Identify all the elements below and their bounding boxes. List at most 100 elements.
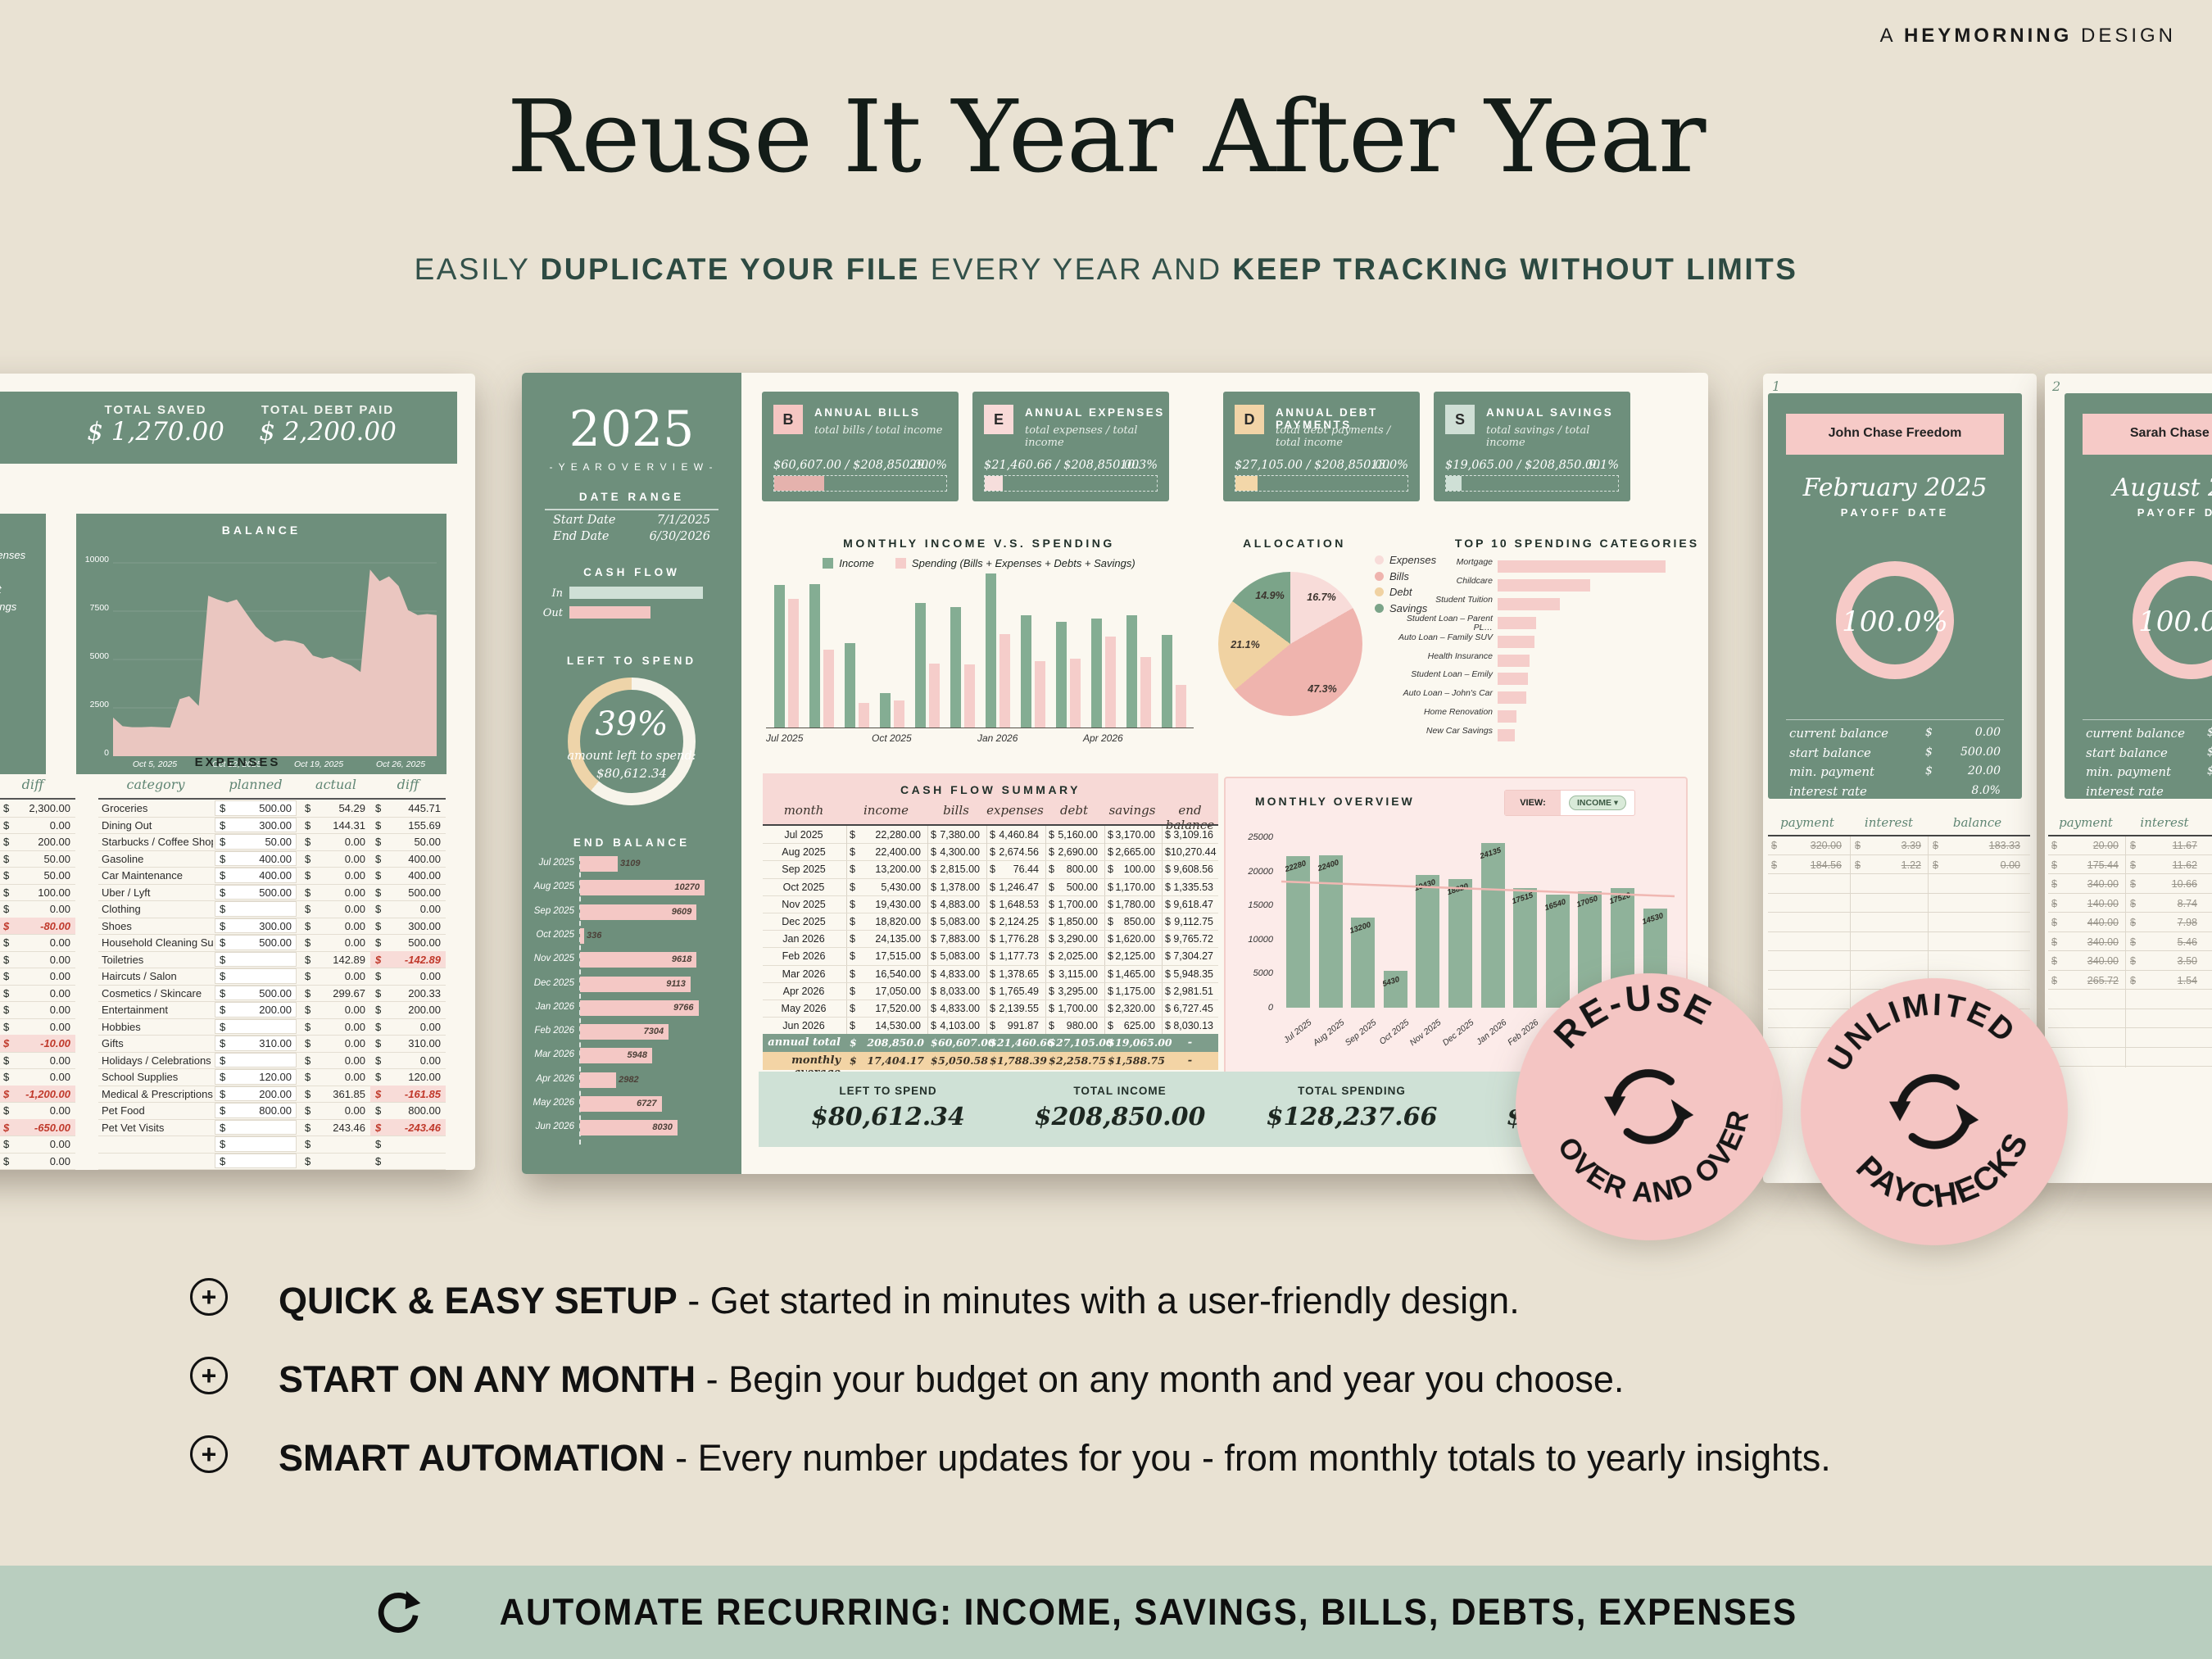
expense-row-line <box>98 950 446 952</box>
debt-stat-value: 0.00 <box>1974 726 2001 739</box>
expense-partial-currency: $ <box>3 1087 10 1100</box>
cfs-month: Sep 2025 <box>782 863 826 876</box>
balance-x-tick: Oct 5, 2025 <box>132 759 178 769</box>
expense-category: Shoes <box>102 919 132 932</box>
cfs-currency: $ <box>990 916 995 927</box>
cfs-annual-total-row: annual total $208,850.0 $60,607.00 $21,460.… <box>763 1034 1218 1052</box>
cfs-currency: $ <box>1165 916 1171 927</box>
card-progress-fill <box>1446 476 1462 491</box>
cfs-cell: $1,335.53 <box>1165 882 1213 893</box>
expense-actual-currency: $ <box>305 986 311 999</box>
cfs-row-line <box>763 895 1218 896</box>
expenses-header-rule <box>98 798 446 800</box>
ivs-spending-bar <box>1035 660 1045 728</box>
expense-row-line <box>0 900 75 901</box>
cfs-value: 2,125.00 <box>1115 950 1155 963</box>
debt-card-index: 1 <box>1772 378 1781 394</box>
cfs-cell: $2,124.25 <box>990 916 1039 927</box>
ivs-x-tick: Apr 2026 <box>1083 732 1123 744</box>
expense-row-line <box>98 1001 446 1002</box>
cfs-currency: $ <box>931 829 936 841</box>
top-category-label: Student Tuition <box>1435 594 1493 605</box>
expense-diff: 500.00 <box>408 886 441 899</box>
cfs-currency: $ <box>1108 846 1113 859</box>
expense-actual-currency: $ <box>305 903 311 915</box>
cfs-cell: $3,295.00 <box>1049 986 1098 997</box>
cfs-header-debt: debt <box>1059 803 1089 818</box>
expense-category: Clothing <box>102 903 141 915</box>
expense-diff-currency: $ <box>375 852 382 865</box>
annual-card-s: S ANNUAL SAVINGS total savings / total inc… <box>1434 392 1630 501</box>
legend-expenses: Expenses <box>0 549 26 561</box>
monthly-overview-title: MONTHLY OVERVIEW <box>1255 795 1415 808</box>
expense-diff-currency: $ <box>375 936 382 949</box>
cfs-cell: $2,125.00 <box>1108 950 1155 962</box>
debt-table-col-line <box>2125 952 2126 972</box>
cfs-cell: $4,300.00 <box>931 846 980 858</box>
cfs-currency: $ <box>931 898 936 910</box>
end-balance-month-label: Mar 2026 <box>534 1049 574 1060</box>
debt-table-value: 8.74 <box>2177 897 2197 909</box>
expense-diff-currency: $ <box>375 1020 382 1033</box>
expense-actual-currency: $ <box>305 1104 311 1117</box>
expense-partial-diff: 200.00 <box>38 836 70 848</box>
expense-row-line <box>0 950 75 952</box>
expense-diff: 200.33 <box>408 986 441 999</box>
overview-bar <box>1545 895 1570 1008</box>
feature-item: QUICK & EASY SETUP - Get started in minu… <box>279 1280 2122 1322</box>
expense-diff-currency: $ <box>375 970 382 982</box>
overview-bar <box>1480 843 1505 1008</box>
balance-y-tick: 5000 <box>89 651 109 661</box>
expense-actual-currency: $ <box>305 1071 311 1083</box>
expense-diff-currency: $ <box>375 1004 382 1016</box>
expense-planned: 120.00 <box>259 1071 292 1083</box>
ivs-income-bar <box>950 607 961 728</box>
debt-card-payoff-month: February 2025 <box>1802 474 1988 502</box>
expense-row-line <box>98 1169 446 1170</box>
left-legend-items: Expenses Bills Debt Savings <box>0 546 25 615</box>
annual-card-b: B ANNUAL BILLS total bills / total income $… <box>762 392 959 501</box>
expenses-title: EXPENSES <box>194 755 281 769</box>
debt-table-row-line <box>1768 931 2030 932</box>
cfs-cell: $4,460.84 <box>990 829 1039 841</box>
feature-text: - Get started in minutes with a user-fri… <box>677 1280 1520 1321</box>
ivs-income-bar <box>1091 619 1102 728</box>
expense-diff: -142.89 <box>404 953 441 966</box>
cfs-currency: $ <box>1049 1020 1054 1032</box>
expense-row-line <box>0 816 75 818</box>
left-to-spend-title: LEFT TO SPEND <box>566 655 697 667</box>
cfs-currency: $ <box>1049 916 1054 927</box>
cfs-value: 991.87 <box>1007 1020 1039 1032</box>
debt-stat-currency: $ <box>1925 745 1933 759</box>
expense-partial-currency: $ <box>3 1004 10 1016</box>
debt-table-col-line <box>1850 932 1851 952</box>
debt-table-value: 0.00 <box>2000 859 2020 871</box>
expense-category: Haircuts / Salon <box>102 970 177 982</box>
expense-diff-currency: $ <box>375 986 382 999</box>
ivs-income-bar <box>986 573 996 728</box>
cfs-monthly-average-value: 1,588.75 <box>1115 1054 1165 1067</box>
end-balance-bar <box>580 1024 669 1040</box>
cfs-currency: $ <box>1108 863 1113 876</box>
view-dropdown[interactable]: INCOME ▾ <box>1569 796 1627 810</box>
allocation-legend-dot <box>1375 571 1384 581</box>
top-category-label: Auto Loan – Family SUV <box>1398 632 1493 642</box>
expense-diff: 400.00 <box>408 852 441 865</box>
cfs-monthly-average-value: 17,404.17 <box>867 1054 924 1067</box>
top-category-bar <box>1498 560 1666 573</box>
cash-flow-out-label: Out <box>542 607 563 619</box>
cfs-annual-total-currency: $ <box>850 1036 857 1049</box>
debt-stat-currency: $ <box>2207 746 2212 759</box>
end-balance-value: 9609 <box>671 906 692 917</box>
cfs-currency: $ <box>1108 881 1113 893</box>
end-balance-value: 9766 <box>673 1002 694 1013</box>
expense-planned-currency: $ <box>220 986 226 999</box>
balance-y-tick: 0 <box>104 748 109 758</box>
expense-category: Holidays / Celebrations <box>102 1054 211 1067</box>
debt-table-value: 340.00 <box>2087 955 2119 967</box>
expense-planned-currency: $ <box>220 970 226 982</box>
debt-stat-label: min. payment <box>2086 764 2172 779</box>
cfs-month: Apr 2026 <box>782 985 825 997</box>
overview-y-tick: 0 <box>1267 1003 1273 1013</box>
debt-table-value: 10.66 <box>2171 878 2197 890</box>
